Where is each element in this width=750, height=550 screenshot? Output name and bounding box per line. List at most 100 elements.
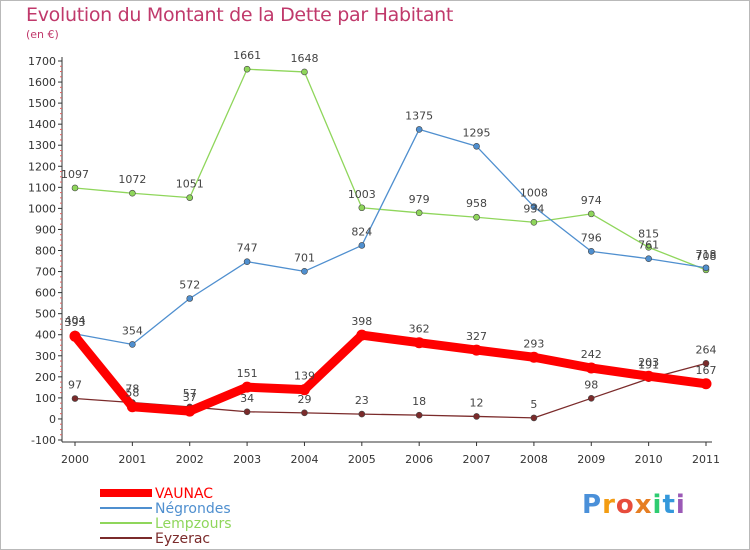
data-label-eyzerac: 5 [530,398,537,411]
data-label-négrondes: 354 [122,324,143,337]
data-point-vaunac [643,370,655,382]
y-tick-label: 800 [35,245,56,258]
chart-unit: (en €) [26,28,59,41]
data-label-lempzours: 1003 [348,188,376,201]
y-tick-label: 900 [35,223,56,236]
data-label-vaunac: 398 [351,315,372,328]
data-label-négrondes: 572 [179,279,200,292]
data-label-négrondes: 747 [237,242,258,255]
data-point-lempzours [358,204,366,212]
data-label-lempzours: 934 [523,202,544,215]
x-tick-label: 2002 [176,453,204,466]
data-label-négrondes: 824 [351,225,372,238]
data-label-lempzours: 1097 [61,168,89,181]
y-tick-label: 600 [35,287,56,300]
data-point-négrondes [186,295,194,302]
data-point-négrondes [702,264,710,272]
data-point-vaunac [471,344,483,356]
data-point-eyzerac [587,395,595,402]
y-tick-label: -100 [31,434,56,447]
proxiti-logo: Proxiti [582,490,686,520]
data-label-vaunac: 139 [294,370,315,383]
data-label-vaunac: 362 [409,323,430,336]
y-tick-label: 1300 [28,139,56,152]
data-label-eyzerac: 78 [125,383,139,396]
x-tick-label: 2005 [348,453,376,466]
data-point-vaunac [298,384,310,396]
data-label-vaunac: 58 [125,387,139,400]
y-tick-label: 1200 [28,160,56,173]
data-point-lempzours [186,194,194,201]
data-point-vaunac [126,401,138,413]
data-point-eyzerac [473,413,480,420]
data-point-négrondes [473,142,480,150]
data-point-négrondes [587,248,595,255]
data-point-eyzerac [301,409,308,417]
y-tick-label: 500 [35,308,56,321]
data-label-négrondes: 1375 [405,109,433,122]
data-label-négrondes: 1295 [463,126,491,139]
data-point-vaunac [585,362,597,374]
x-tick-label: 2008 [520,453,548,466]
data-label-vaunac: 167 [696,364,717,377]
data-label-eyzerac: 264 [696,343,717,356]
data-label-vaunac: 203 [638,356,659,369]
data-label-eyzerac: 57 [183,387,197,400]
data-point-négrondes [530,203,538,211]
data-point-vaunac [184,405,196,417]
data-point-eyzerac [243,408,251,416]
data-point-lempzours [587,210,595,218]
data-label-lempzours: 958 [466,197,487,210]
data-point-lempzours [243,65,251,73]
data-label-vaunac: 242 [581,348,602,361]
data-point-lempzours [129,189,136,197]
data-point-vaunac [528,351,540,363]
y-tick-label: 1100 [28,181,56,194]
data-label-lempzours: 815 [638,227,659,240]
data-label-eyzerac: 97 [68,379,82,392]
data-point-vaunac [69,330,81,342]
data-label-lempzours: 708 [696,250,717,263]
data-point-vaunac [413,337,425,349]
data-label-lempzours: 1072 [118,173,146,186]
data-point-lempzours [301,68,308,76]
x-tick-label: 2006 [405,453,433,466]
data-point-vaunac [700,378,712,390]
y-tick-label: 1500 [28,97,56,110]
y-tick-label: 700 [35,266,56,279]
series-line-lempzours [74,68,707,271]
x-tick-label: 2000 [61,453,89,466]
y-tick-label: 300 [35,350,56,363]
data-label-eyzerac: 12 [470,396,484,409]
data-label-lempzours: 979 [409,193,430,206]
data-label-eyzerac: 191 [638,359,659,372]
y-tick-label: 1400 [28,118,56,131]
data-point-négrondes [129,341,136,348]
y-tick-label: 400 [35,329,56,342]
data-label-eyzerac: 98 [584,378,598,391]
legend-label: Eyzerac [155,531,210,547]
data-point-eyzerac [71,395,79,402]
data-point-vaunac [356,329,368,341]
x-tick-label: 2001 [118,453,146,466]
x-tick-label: 2010 [635,453,663,466]
x-tick-label: 2007 [463,453,491,466]
legend-label: VAUNAC [155,486,213,502]
series-line-vaunac [70,330,711,416]
data-label-négrondes: 796 [581,231,602,244]
data-label-vaunac: 151 [237,367,258,380]
data-label-négrondes: 1008 [520,187,548,200]
data-label-eyzerac: 23 [355,394,369,407]
data-point-lempzours [473,213,480,221]
data-label-négrondes: 701 [294,251,315,264]
data-label-lempzours: 974 [581,194,602,207]
data-point-négrondes [358,242,366,249]
data-point-vaunac [241,381,253,393]
data-point-lempzours [530,218,538,226]
data-point-négrondes [243,258,251,265]
data-label-vaunac: 327 [466,330,487,343]
data-point-eyzerac [415,411,423,419]
y-tick-label: 1600 [28,76,56,89]
data-point-lempzours [645,244,652,251]
